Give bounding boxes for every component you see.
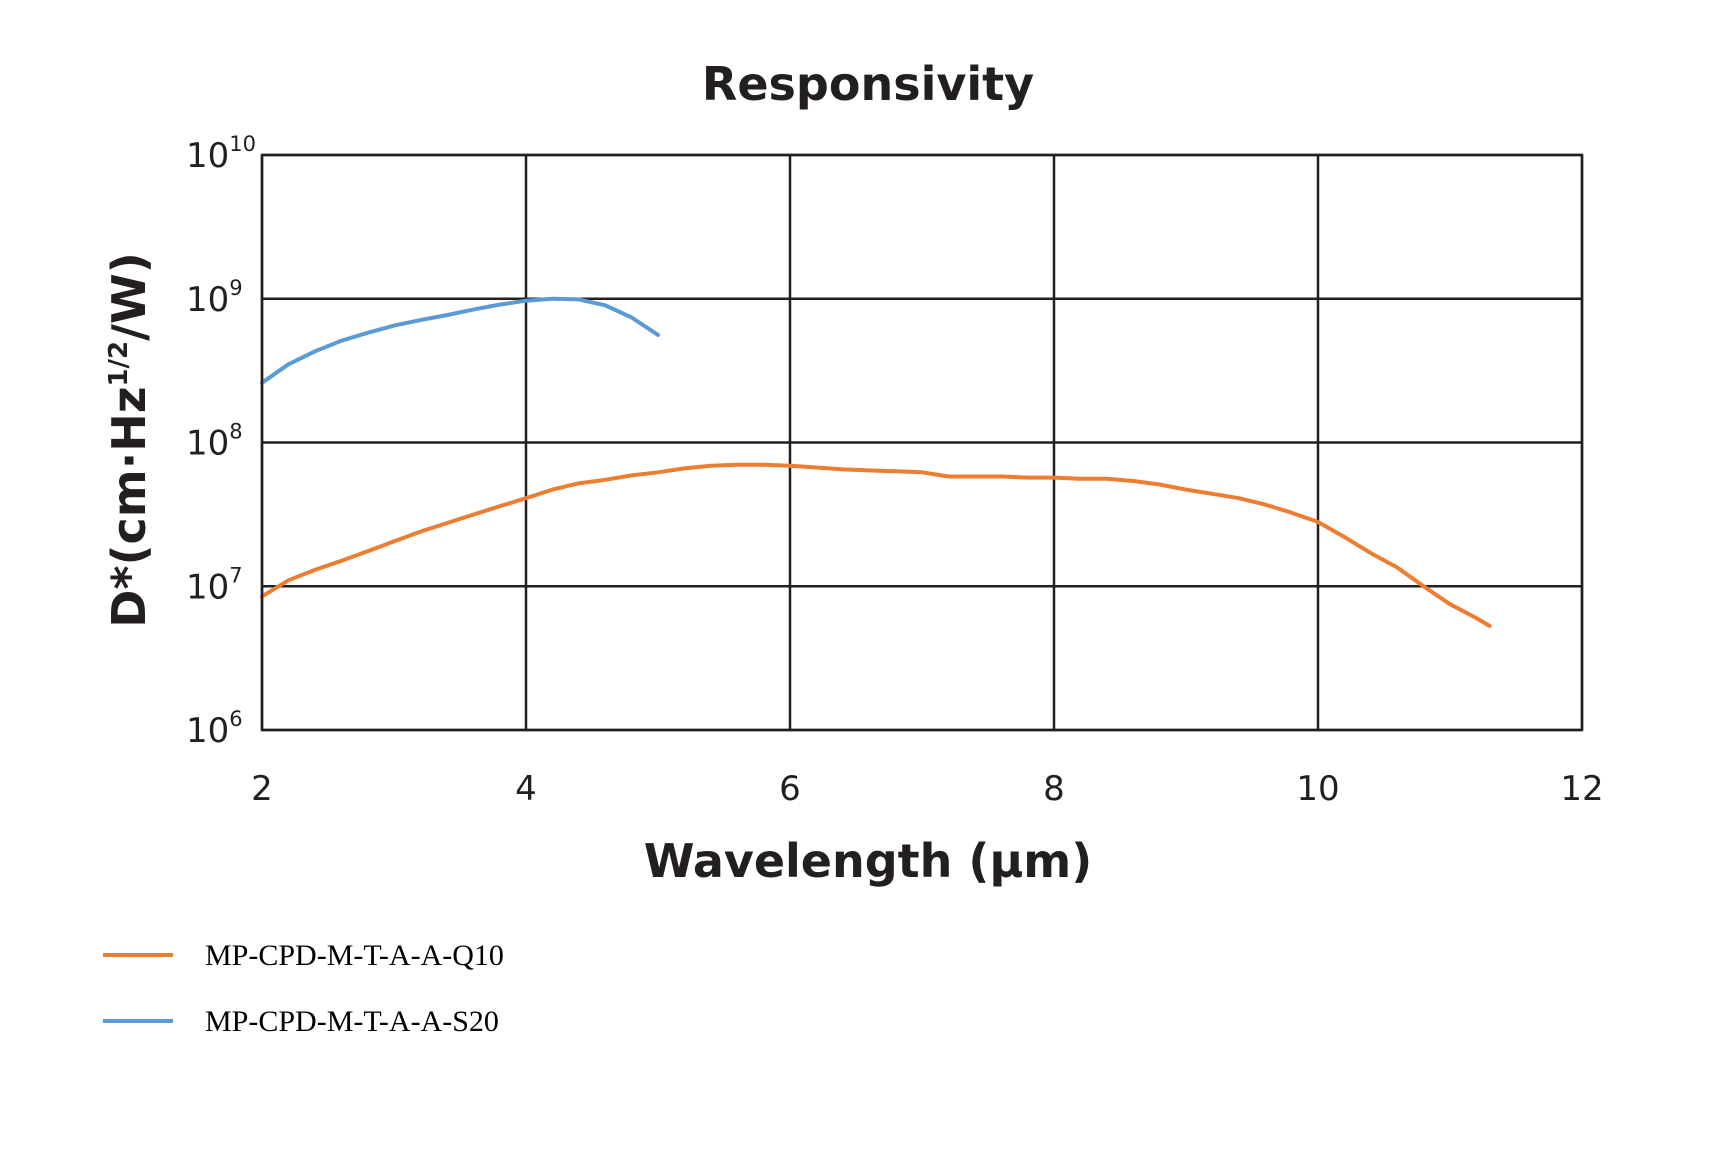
- y-tick-exponent: 10: [229, 132, 256, 156]
- y-tick-base: 10: [186, 136, 229, 176]
- y-tick-label: 107: [186, 563, 243, 607]
- y-tick-base: 10: [186, 711, 229, 751]
- y-tick-label: 1010: [186, 132, 256, 176]
- y-axis-title-prefix: D*(cm·Hz: [102, 387, 156, 628]
- y-tick-exponent: 6: [229, 707, 242, 731]
- y-tick-exponent: 8: [229, 420, 242, 444]
- y-axis-title: D*(cm·Hz1/2/W): [102, 252, 156, 627]
- legend: MP-CPD-M-T-A-A-Q10 MP-CPD-M-T-A-A-S20: [103, 939, 504, 1038]
- y-tick-base: 10: [186, 567, 229, 607]
- y-tick-exponent: 9: [229, 276, 242, 300]
- y-tick-exponent: 7: [229, 563, 242, 587]
- plot-frame: [260, 153, 1584, 732]
- legend-label-1: MP-CPD-M-T-A-A-Q10: [205, 939, 504, 972]
- y-axis-title-superscript: 1/2: [104, 341, 134, 387]
- x-tick-label: 2: [251, 769, 273, 809]
- grid-layer: [260, 153, 1584, 732]
- x-tick-label: 4: [515, 769, 537, 809]
- x-tick-labels: 2 4 6 8 10 12: [251, 769, 1603, 809]
- y-axis-title-suffix: /W): [102, 252, 156, 341]
- y-tick-base: 10: [186, 424, 229, 464]
- x-tick-label: 10: [1296, 769, 1339, 809]
- y-tick-label: 108: [186, 420, 243, 464]
- x-tick-label: 12: [1560, 769, 1603, 809]
- y-tick-label: 106: [186, 707, 243, 751]
- y-tick-base: 10: [186, 280, 229, 320]
- y-tick-label: 109: [186, 276, 243, 320]
- legend-label-2: MP-CPD-M-T-A-A-S20: [205, 1005, 499, 1038]
- series-line-2: [260, 296, 660, 385]
- x-tick-label: 8: [1043, 769, 1065, 809]
- chart-title: Responsivity: [702, 57, 1034, 111]
- x-axis-title: Wavelength (μm): [644, 834, 1093, 888]
- x-tick-label: 6: [779, 769, 801, 809]
- series-layer: [260, 296, 1492, 628]
- series-line-1: [260, 462, 1492, 628]
